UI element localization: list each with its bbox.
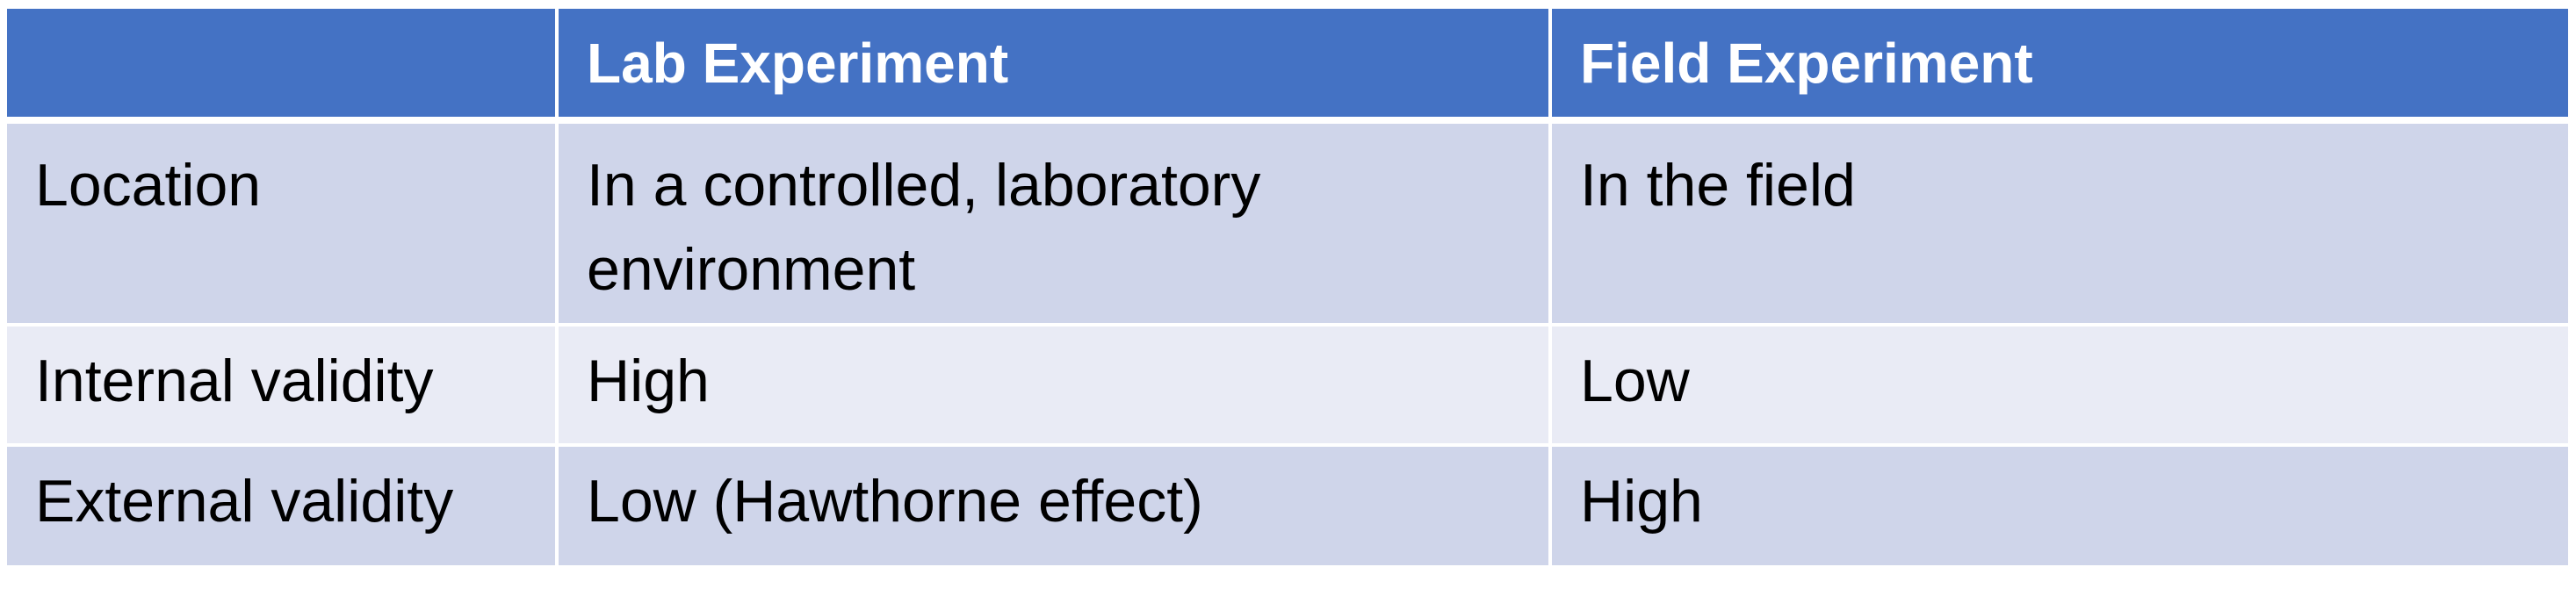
table-row-external-validity: External validity Low (Hawthorne effect)… <box>7 447 2568 565</box>
header-cell-lab-experiment: Lab Experiment <box>559 9 1552 124</box>
row-label-location: Location <box>7 124 559 327</box>
cell-external-validity-field: High <box>1552 447 2568 565</box>
header-cell-field-experiment: Field Experiment <box>1552 9 2568 124</box>
cell-location-field: In the field <box>1552 124 2568 327</box>
cell-external-validity-lab: Low (Hawthorne effect) <box>559 447 1552 565</box>
table-row-location: Location In a controlled, laboratory env… <box>7 124 2568 327</box>
comparison-table: Lab Experiment Field Experiment Location… <box>7 9 2568 565</box>
cell-internal-validity-field: Low <box>1552 327 2568 447</box>
row-label-external-validity: External validity <box>7 447 559 565</box>
header-cell-empty <box>7 9 559 124</box>
cell-location-lab: In a controlled, laboratory environment <box>559 124 1552 327</box>
comparison-table-container: Lab Experiment Field Experiment Location… <box>7 9 2568 565</box>
header-row: Lab Experiment Field Experiment <box>7 9 2568 124</box>
cell-internal-validity-lab: High <box>559 327 1552 447</box>
row-label-internal-validity: Internal validity <box>7 327 559 447</box>
table-row-internal-validity: Internal validity High Low <box>7 327 2568 447</box>
